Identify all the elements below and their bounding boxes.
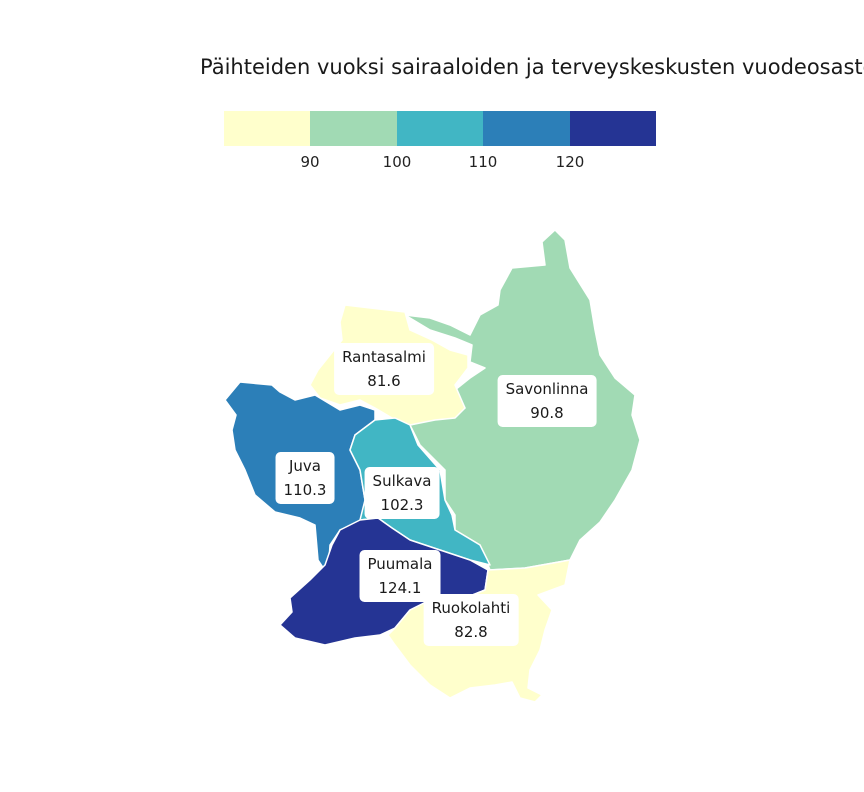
region-name: Savonlinna: [505, 380, 589, 398]
legend-swatch-1: [224, 111, 311, 146]
region-value: 81.6: [367, 372, 401, 390]
legend-swatch-4: [483, 111, 570, 146]
legend-ticks: 90 100 110 120: [224, 153, 656, 175]
label-juva: Juva 110.3: [275, 452, 335, 504]
legend-swatch-3: [396, 111, 484, 146]
legend-tick: 110: [468, 153, 498, 171]
legend-colorbar: [224, 111, 657, 146]
label-sulkava: Sulkava 102.3: [364, 467, 440, 519]
region-value: 102.3: [380, 496, 424, 514]
legend-tick: 90: [300, 153, 320, 171]
region-name: Rantasalmi: [342, 348, 426, 366]
region-name: Ruokolahti: [431, 599, 511, 617]
legend-tick: 100: [382, 153, 412, 171]
region-name: Juva: [288, 457, 321, 475]
legend-tick: 120: [555, 153, 585, 171]
region-value: 82.8: [454, 623, 488, 641]
region-name: Puumala: [367, 555, 433, 573]
region-value: 110.3: [283, 481, 327, 499]
region-name: Sulkava: [372, 472, 432, 490]
map-title: Päihteiden vuoksi sairaaloiden ja tervey…: [200, 55, 864, 79]
legend-swatch-2: [310, 111, 397, 146]
label-ruokolahti: Ruokolahti 82.8: [423, 594, 519, 646]
region-value: 124.1: [378, 579, 422, 597]
label-puumala: Puumala 124.1: [359, 550, 441, 602]
label-savonlinna: Savonlinna 90.8: [497, 375, 597, 427]
region-value: 90.8: [530, 404, 564, 422]
label-rantasalmi: Rantasalmi 81.6: [334, 343, 434, 395]
legend-swatch-5: [569, 111, 657, 146]
